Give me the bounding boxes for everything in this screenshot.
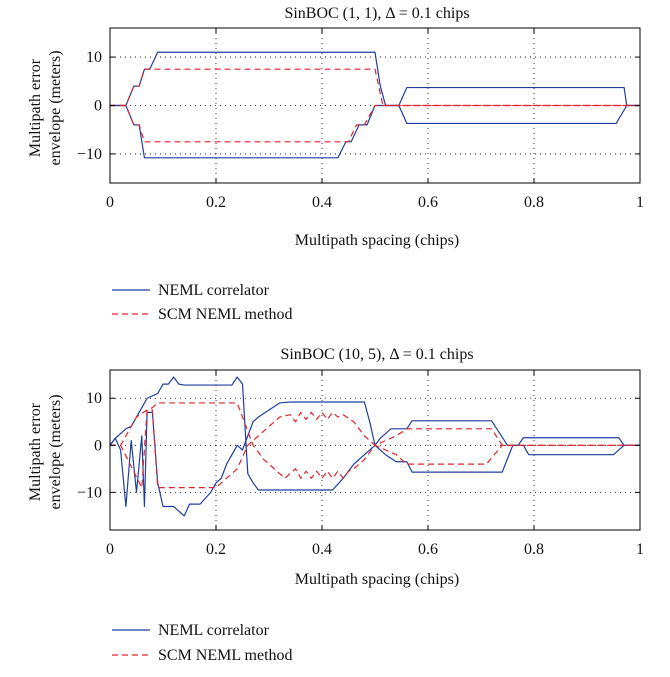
chart-1-xtick-label: 0.2: [206, 194, 226, 211]
chart-1-xtick-label: 0.4: [312, 194, 332, 211]
chart-1-xtick-label: 0.6: [418, 194, 438, 211]
chart-2-ytick-label: 10: [86, 390, 102, 407]
chart-2-grid: [110, 370, 640, 530]
chart-2-plot-frame: [109, 369, 641, 531]
chart-1-xtick-label: 1: [636, 194, 644, 211]
chart-2-ticks: 0 0.2 0.4 0.6 0.8 1 10 0 −10: [77, 370, 644, 558]
chart-2-ytick-label: 0: [94, 437, 102, 454]
chart-panel-1: SinBOC (1, 1), Δ = 0.1 chips 0 0.2 0.4 0.6 0…: [27, 5, 644, 323]
chart-1-series: [110, 51, 640, 159]
chart-2-xtick-label: 0.2: [206, 541, 226, 558]
chart-1-series-neml-upper-line: [110, 51, 640, 107]
chart-2-title: SinBOC (10, 5), Δ = 0.1 chips: [280, 346, 473, 363]
chart-1-series-scm-upper-line: [110, 68, 640, 107]
chart-2-xtick-label: 0: [106, 541, 114, 558]
chart-2-legend-scm-label: SCM NEML method: [158, 647, 293, 664]
chart-1-xtick-label: 0: [106, 194, 114, 211]
chart-2-series-neml-upper-line: [109, 376, 640, 491]
chart-1-ylabel-line2: envelope (meters): [47, 50, 64, 165]
chart-2-ylabel-line2: envelope (meters): [47, 394, 64, 509]
chart-2-xtick-label: 0.6: [418, 541, 438, 558]
chart-1-ytick-label: 10: [86, 49, 102, 66]
chart-2-ylabel-line1: Multipath error: [27, 402, 44, 501]
chart-1-legend: NEML correlator SCM NEML method: [112, 282, 293, 323]
chart-panel-2: SinBOC (10, 5), Δ = 0.1 chips 0 0.2 0.4 0.6…: [27, 346, 644, 664]
chart-1-xlabel: Multipath spacing (chips): [295, 232, 459, 249]
chart-1-xtick-label: 0.8: [524, 194, 544, 211]
chart-1-ytick-label: 0: [94, 98, 102, 115]
chart-1-series-neml-lower-line: [110, 104, 640, 159]
chart-1-ylabel-line1: Multipath error: [27, 58, 44, 157]
chart-2-ytick-label: −10: [77, 484, 102, 501]
chart-1-ytick-label: −10: [77, 146, 102, 163]
chart-1-ticks: 0 0.2 0.4 0.6 0.8 1 10 0 −10: [77, 28, 644, 211]
chart-2-series-scm-lower-line: [110, 409, 640, 489]
chart-1-legend-neml-label: NEML correlator: [158, 282, 270, 299]
chart-2-series-neml-lower-line: [109, 401, 640, 517]
chart-1-series-scm-lower-line: [110, 104, 640, 143]
chart-2-legend: NEML correlator SCM NEML method: [112, 622, 293, 664]
chart-2-series: [109, 376, 640, 517]
chart-2-xtick-label: 0.4: [312, 541, 332, 558]
chart-2-legend-neml-label: NEML correlator: [158, 622, 270, 639]
chart-2-xlabel: Multipath spacing (chips): [295, 571, 459, 588]
chart-1-title: SinBOC (1, 1), Δ = 0.1 chips: [284, 5, 469, 22]
chart-2-xtick-label: 1: [636, 541, 644, 558]
chart-2-series-scm-upper-line: [110, 402, 640, 479]
chart-2-xtick-label: 0.8: [524, 541, 544, 558]
chart-1-legend-scm-label: SCM NEML method: [158, 306, 293, 323]
